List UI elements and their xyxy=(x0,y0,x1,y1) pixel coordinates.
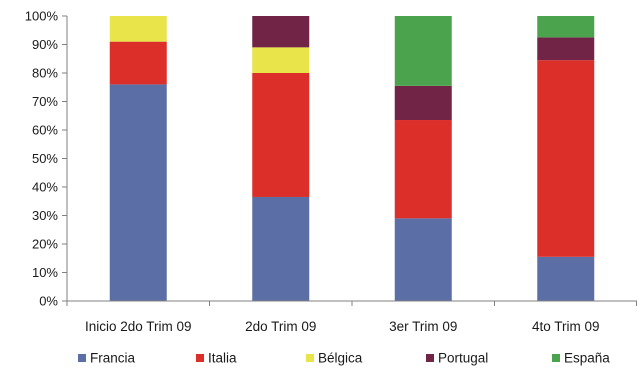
bar-francia-2 xyxy=(394,218,452,301)
y-axis: 0% 10% 20% 30% 40% 50% 60% 70% 80% 90% 100% xyxy=(25,9,68,309)
bar-portugal-1 xyxy=(252,16,310,48)
legend-swatch-francia xyxy=(78,354,86,362)
legend-swatch-portugal xyxy=(426,354,434,362)
bar-italia-0 xyxy=(109,41,167,85)
bar-españa-3 xyxy=(537,16,595,38)
y-tick-label: 70% xyxy=(32,94,58,109)
bar-francia-3 xyxy=(537,256,595,301)
y-tick-label: 50% xyxy=(32,151,58,166)
y-tick-label: 90% xyxy=(32,37,58,52)
x-category-label: 3er Trim 09 xyxy=(389,319,457,334)
legend-swatch-españa xyxy=(552,354,560,362)
legend-swatch-italia xyxy=(196,354,204,362)
bar-italia-3 xyxy=(537,60,595,257)
bar-italia-1 xyxy=(252,73,310,197)
bar-bélgica-0 xyxy=(109,16,167,42)
y-tick-label: 40% xyxy=(32,180,58,195)
y-tick-label: 60% xyxy=(32,123,58,138)
y-tick-label: 0% xyxy=(39,294,58,309)
legend: Francia Italia Bélgica Portugal España xyxy=(78,351,610,366)
y-tick-label: 20% xyxy=(32,237,58,252)
bar-italia-2 xyxy=(394,120,452,219)
bar-francia-1 xyxy=(252,196,310,301)
y-tick-label: 30% xyxy=(32,208,58,223)
bar-portugal-2 xyxy=(394,85,452,121)
legend-label-españa: España xyxy=(564,351,610,366)
x-axis: Inicio 2do Trim 09 2do Trim 09 3er Trim 09… xyxy=(66,300,637,334)
bar-españa-2 xyxy=(394,16,452,86)
bar-francia-0 xyxy=(109,84,167,302)
y-tick-label: 10% xyxy=(32,265,58,280)
bars xyxy=(109,16,595,302)
y-tick-label: 80% xyxy=(32,66,58,81)
y-tick-label: 100% xyxy=(25,9,59,24)
legend-label-portugal: Portugal xyxy=(438,351,488,366)
bar-portugal-3 xyxy=(537,37,595,61)
legend-swatch-bélgica xyxy=(306,354,314,362)
legend-label-italia: Italia xyxy=(208,351,237,366)
legend-label-bélgica: Bélgica xyxy=(318,351,363,366)
x-category-label: Inicio 2do Trim 09 xyxy=(85,319,192,334)
legend-label-francia: Francia xyxy=(90,351,136,366)
x-category-label: 4to Trim 09 xyxy=(532,319,600,334)
x-category-label: 2do Trim 09 xyxy=(245,319,316,334)
bar-bélgica-1 xyxy=(252,47,310,73)
